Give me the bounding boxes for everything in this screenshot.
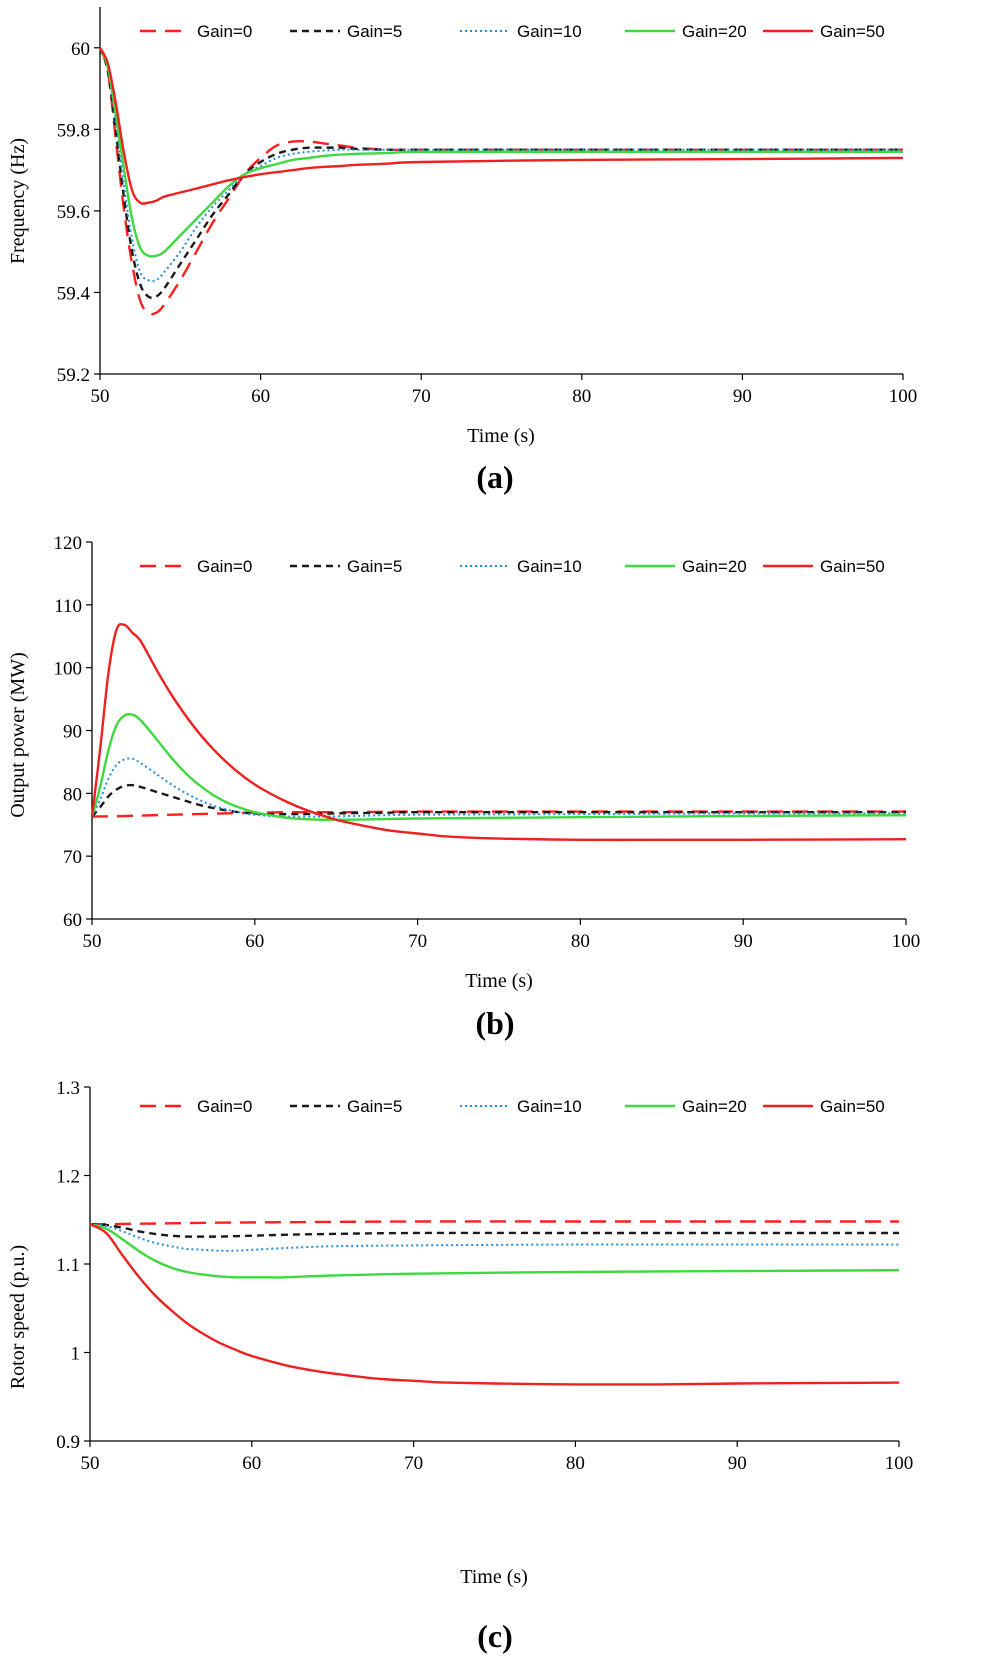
chart-a-plot-area: [94, 7, 904, 380]
legend-label: Gain=5: [347, 22, 402, 41]
legend-label: Gain=20: [682, 22, 747, 41]
chart-c-legend: Gain=0 Gain=5 Gain=10 Gain=20 Gain=50: [197, 1097, 885, 1116]
chart-a-x-ticks: 50 60 70 80 90 100: [91, 386, 918, 407]
y-tick-label: 110: [54, 596, 82, 617]
x-tick-label: 90: [733, 386, 752, 407]
x-tick-label: 100: [885, 1453, 914, 1474]
x-tick-label: 80: [566, 1453, 585, 1474]
y-tick-label: 60: [63, 910, 82, 931]
y-tick-label: 1.1: [56, 1255, 80, 1276]
chart-b-y-ticks: 60 70 80 90 100 110 120: [54, 533, 83, 931]
y-tick-label: 59.8: [57, 120, 90, 141]
y-tick-label: 70: [63, 847, 82, 868]
y-tick-label: 1.2: [56, 1167, 80, 1188]
legend-label: Gain=50: [820, 22, 885, 41]
y-tick-label: 80: [63, 784, 82, 805]
legend-label: Gain=10: [517, 22, 582, 41]
legend-label: Gain=5: [347, 1097, 402, 1116]
x-tick-label: 50: [81, 1453, 100, 1474]
chart-c-x-axis-label: Time (s): [460, 1566, 528, 1588]
chart-a: 50 60 70 80 90 100 59.2 59.4 59.6 59.8 6…: [7, 7, 917, 495]
legend-label: Gain=0: [197, 22, 252, 41]
y-tick-label: 120: [54, 533, 83, 554]
y-tick-label: 1.3: [56, 1078, 80, 1099]
series-line-gain-0: [98, 47, 903, 316]
x-tick-label: 60: [245, 931, 264, 952]
chart-c-y-ticks: 0.9 1 1.1 1.2 1.3: [56, 1078, 80, 1453]
legend-label: Gain=10: [517, 557, 582, 576]
legend-label: Gain=0: [197, 1097, 252, 1116]
chart-a-panel-label: (a): [476, 459, 513, 495]
y-tick-label: 100: [54, 659, 83, 680]
x-tick-label: 60: [242, 1453, 261, 1474]
chart-a-y-axis-label: Frequency (Hz): [7, 138, 29, 264]
x-tick-label: 60: [251, 386, 270, 407]
x-tick-label: 80: [571, 931, 590, 952]
chart-c: 50 60 70 80 90 100 0.9 1 1.1 1.2 1.3 Gai…: [7, 1078, 913, 1654]
chart-c-y-axis-label: Rotor speed (p.u.): [7, 1245, 29, 1389]
legend-label: Gain=20: [682, 557, 747, 576]
y-tick-label: 0.9: [56, 1432, 80, 1453]
x-tick-label: 70: [408, 931, 427, 952]
chart-b-y-axis-label: Output power (MW): [7, 652, 29, 818]
x-tick-label: 90: [734, 931, 753, 952]
legend-label: Gain=0: [197, 557, 252, 576]
x-tick-label: 90: [728, 1453, 747, 1474]
x-tick-label: 100: [889, 386, 918, 407]
chart-b-x-ticks: 50 60 70 80 90 100: [83, 931, 921, 952]
y-tick-label: 1: [71, 1344, 81, 1365]
chart-c-plot-area: [84, 1086, 900, 1447]
series-line-gain-5: [89, 1223, 899, 1238]
y-tick-label: 60: [71, 39, 90, 60]
chart-a-y-ticks: 59.2 59.4 59.6 59.8 60: [57, 39, 91, 386]
series-line-gain-20: [89, 1223, 900, 1279]
chart-c-x-ticks: 50 60 70 80 90 100: [81, 1453, 914, 1474]
x-tick-label: 50: [91, 386, 110, 407]
x-tick-label: 100: [892, 931, 921, 952]
chart-b-x-axis-label: Time (s): [465, 970, 533, 992]
chart-a-x-axis-label: Time (s): [467, 425, 535, 447]
chart-b: 50 60 70 80 90 100 60 70 80 90 100 110 1…: [7, 533, 920, 1041]
legend-label: Gain=10: [517, 1097, 582, 1116]
legend-label: Gain=50: [820, 557, 885, 576]
series-line-gain-10: [99, 47, 903, 283]
series-line-gain-50: [90, 622, 907, 842]
x-tick-label: 70: [404, 1453, 423, 1474]
chart-b-legend: Gain=0 Gain=5 Gain=10 Gain=20 Gain=50: [197, 557, 885, 576]
x-tick-label: 50: [83, 931, 102, 952]
series-line-gain-5: [91, 783, 906, 818]
chart-b-panel-label: (b): [475, 1005, 514, 1041]
x-tick-label: 70: [412, 386, 431, 407]
y-tick-label: 59.6: [57, 202, 90, 223]
series-line-gain-50: [89, 1223, 900, 1386]
x-tick-label: 80: [572, 386, 591, 407]
series-line-gain-20: [90, 712, 907, 821]
series-line-gain-10: [89, 1223, 899, 1252]
series-line-gain-50: [98, 47, 904, 205]
series-line-gain-5: [98, 47, 903, 300]
y-tick-label: 90: [63, 722, 82, 743]
chart-a-legend: Gain=0 Gain=5 Gain=10 Gain=20 Gain=50: [197, 22, 885, 41]
legend-label: Gain=20: [682, 1097, 747, 1116]
legend-label: Gain=50: [820, 1097, 885, 1116]
series-line-gain-0: [89, 1220, 899, 1226]
y-tick-label: 59.4: [57, 283, 91, 304]
chart-b-plot-area: [86, 541, 907, 925]
y-tick-label: 59.2: [57, 365, 90, 386]
chart-c-panel-label: (c): [477, 1618, 513, 1654]
series-line-gain-20: [98, 47, 903, 258]
legend-label: Gain=5: [347, 557, 402, 576]
